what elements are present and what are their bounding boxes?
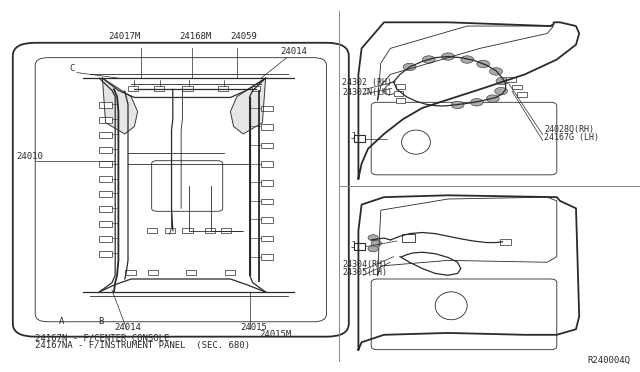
Text: 24015M: 24015M <box>259 330 291 339</box>
Circle shape <box>470 99 483 106</box>
Bar <box>148 270 158 275</box>
Circle shape <box>490 68 502 75</box>
Bar <box>261 199 273 204</box>
Bar <box>225 270 235 275</box>
Bar <box>261 161 273 167</box>
Text: 24017M: 24017M <box>109 32 141 41</box>
Text: 24010: 24010 <box>16 152 43 161</box>
Text: 24014: 24014 <box>280 47 307 56</box>
Circle shape <box>496 77 509 85</box>
Bar <box>261 217 273 223</box>
Bar <box>165 228 175 233</box>
Text: 24168M: 24168M <box>179 32 211 41</box>
Bar <box>500 239 511 245</box>
Circle shape <box>422 56 435 63</box>
Bar <box>186 270 196 275</box>
Bar <box>99 132 112 138</box>
Text: 24014: 24014 <box>114 323 141 332</box>
Bar <box>221 228 231 233</box>
Bar <box>99 251 112 257</box>
Circle shape <box>477 60 490 68</box>
Bar <box>354 135 365 142</box>
Text: 24059: 24059 <box>230 32 257 41</box>
Bar <box>182 86 193 91</box>
Bar <box>125 270 136 275</box>
Bar <box>261 254 273 260</box>
Circle shape <box>368 235 378 241</box>
Bar <box>402 234 415 242</box>
Bar <box>99 102 112 108</box>
Bar <box>147 228 157 233</box>
Bar <box>205 228 215 233</box>
Text: 24167G (LH): 24167G (LH) <box>544 134 599 142</box>
Bar <box>99 221 112 227</box>
Bar <box>252 86 260 91</box>
Text: J: J <box>351 241 356 250</box>
Bar <box>512 85 522 89</box>
Bar <box>396 84 405 89</box>
Circle shape <box>368 246 378 252</box>
Text: 24305(LH): 24305(LH) <box>342 268 387 277</box>
Bar <box>261 143 273 148</box>
Bar <box>128 86 138 91</box>
Bar <box>99 147 112 153</box>
Circle shape <box>461 56 474 63</box>
Bar <box>261 180 273 186</box>
Bar <box>394 91 403 96</box>
Bar <box>261 106 273 111</box>
Text: 24302 (RH): 24302 (RH) <box>342 78 392 87</box>
Text: 24028Q(RH): 24028Q(RH) <box>544 125 594 134</box>
Bar <box>154 86 164 91</box>
Text: A: A <box>59 317 64 326</box>
Circle shape <box>451 101 464 109</box>
Bar <box>354 243 365 250</box>
Text: R240004Q: R240004Q <box>588 356 630 365</box>
Text: 24167NA - F/INSTRUMENT PANEL  (SEC. 680): 24167NA - F/INSTRUMENT PANEL (SEC. 680) <box>35 341 250 350</box>
Bar <box>99 191 112 197</box>
Bar <box>506 77 516 82</box>
Text: C: C <box>69 64 74 73</box>
Text: 24167N - F/CENTER CONSOLE: 24167N - F/CENTER CONSOLE <box>35 333 170 342</box>
Circle shape <box>442 53 454 60</box>
Text: 24015: 24015 <box>240 323 267 332</box>
Bar <box>182 228 193 233</box>
Bar <box>99 161 112 167</box>
Bar <box>261 124 273 130</box>
Bar <box>396 98 405 103</box>
Polygon shape <box>230 78 266 134</box>
Bar <box>99 236 112 242</box>
Circle shape <box>403 63 416 71</box>
Polygon shape <box>102 78 138 134</box>
Text: 24304(RH): 24304(RH) <box>342 260 387 269</box>
Circle shape <box>495 87 508 95</box>
Bar <box>99 176 112 182</box>
Text: B: B <box>98 317 103 326</box>
Bar <box>218 86 228 91</box>
Text: 24302N(LH): 24302N(LH) <box>342 88 392 97</box>
Bar <box>517 92 527 97</box>
Bar <box>99 206 112 212</box>
Circle shape <box>371 240 381 246</box>
Circle shape <box>486 95 499 102</box>
Bar <box>99 117 112 123</box>
Bar <box>261 236 273 241</box>
Text: J: J <box>351 132 356 141</box>
